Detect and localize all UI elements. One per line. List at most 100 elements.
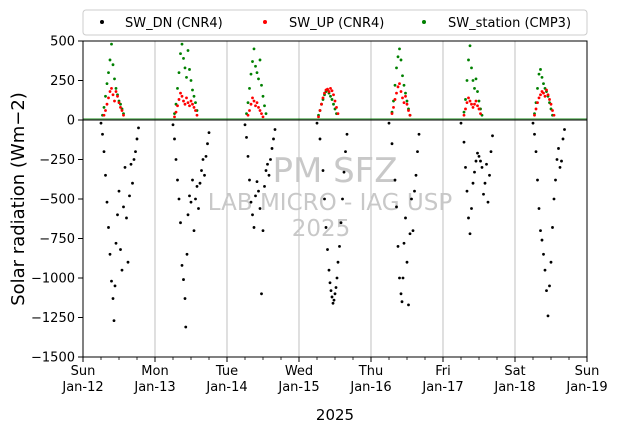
legend-label-sw-dn: SW_DN (CNR4) [125, 16, 223, 31]
data-point [416, 150, 419, 154]
data-point [462, 113, 466, 117]
data-point [542, 252, 545, 256]
data-point [339, 221, 343, 225]
x-tick-label: Jan-16 [349, 380, 391, 395]
data-point [249, 200, 253, 204]
data-point [333, 99, 337, 103]
data-point [110, 279, 113, 283]
data-point [536, 178, 539, 182]
data-point [195, 113, 199, 117]
data-point [536, 101, 539, 105]
data-point [540, 238, 544, 242]
data-point [342, 170, 346, 174]
data-point [182, 56, 185, 60]
data-point [101, 132, 104, 136]
data-point [114, 241, 118, 245]
data-point [116, 213, 119, 217]
data-point [110, 42, 113, 46]
data-point [552, 113, 556, 117]
data-point [176, 87, 179, 90]
data-point [180, 263, 184, 267]
data-point [401, 74, 404, 78]
data-point [482, 192, 485, 196]
data-point [393, 178, 397, 182]
data-point [477, 107, 481, 111]
data-point [249, 72, 253, 76]
data-point [396, 55, 400, 59]
data-point [534, 107, 538, 111]
data-point [551, 226, 554, 229]
data-point [531, 121, 535, 125]
data-point [251, 213, 254, 217]
data-point [263, 104, 266, 108]
data-point [395, 91, 398, 95]
data-point [410, 197, 413, 201]
data-point [255, 71, 259, 74]
data-point [251, 60, 254, 63]
data-point [395, 205, 398, 209]
data-point [189, 99, 193, 103]
data-point [321, 96, 325, 100]
data-point [171, 123, 175, 127]
data-point [192, 105, 196, 109]
data-point [108, 252, 112, 256]
x-tick-label: Wed [285, 364, 313, 379]
data-point [465, 101, 469, 105]
data-point [179, 91, 182, 95]
data-point [245, 135, 248, 139]
data-point [393, 98, 397, 101]
data-point [134, 150, 137, 154]
data-point [126, 260, 130, 264]
data-point [254, 194, 257, 198]
watermark-line-2: LAB MICRO - IAG USP [208, 190, 453, 216]
data-point [486, 200, 490, 204]
data-point [183, 102, 187, 106]
data-point [333, 292, 337, 296]
x-tick-label: Mon [141, 364, 168, 379]
data-point [194, 197, 197, 201]
data-point [266, 162, 269, 166]
data-point [473, 170, 476, 174]
data-point [465, 189, 469, 193]
x-tick-label: Jan-19 [565, 380, 607, 395]
data-point [329, 94, 332, 98]
data-point [270, 147, 274, 150]
data-point [131, 181, 134, 185]
data-point [102, 105, 106, 109]
data-point [248, 178, 251, 182]
data-point [471, 105, 475, 109]
data-point [542, 82, 545, 86]
data-point [243, 123, 247, 127]
data-point [479, 112, 482, 116]
data-point [191, 88, 194, 92]
data-point [489, 150, 493, 154]
x-tick-label: Jan-13 [133, 380, 175, 395]
data-point [99, 121, 103, 125]
data-point [545, 88, 548, 92]
data-point [548, 284, 551, 288]
data-point [474, 99, 478, 103]
data-point [330, 89, 334, 93]
data-point [543, 94, 547, 98]
legend-marker-sw-dn [100, 20, 104, 24]
data-point [335, 105, 338, 109]
data-point [402, 101, 406, 105]
data-point [112, 319, 116, 323]
data-point [408, 113, 412, 117]
data-point [203, 173, 206, 177]
data-point [182, 278, 185, 281]
data-point [194, 101, 197, 105]
data-point [398, 47, 401, 51]
data-point [537, 207, 541, 210]
data-point [321, 169, 325, 172]
data-point [417, 132, 421, 136]
data-point [411, 229, 415, 233]
data-point [114, 87, 118, 90]
data-point [102, 150, 106, 154]
data-point [533, 132, 536, 136]
data-point [117, 101, 121, 105]
x-tick-label: Jan-18 [493, 380, 535, 395]
data-point [180, 94, 184, 98]
